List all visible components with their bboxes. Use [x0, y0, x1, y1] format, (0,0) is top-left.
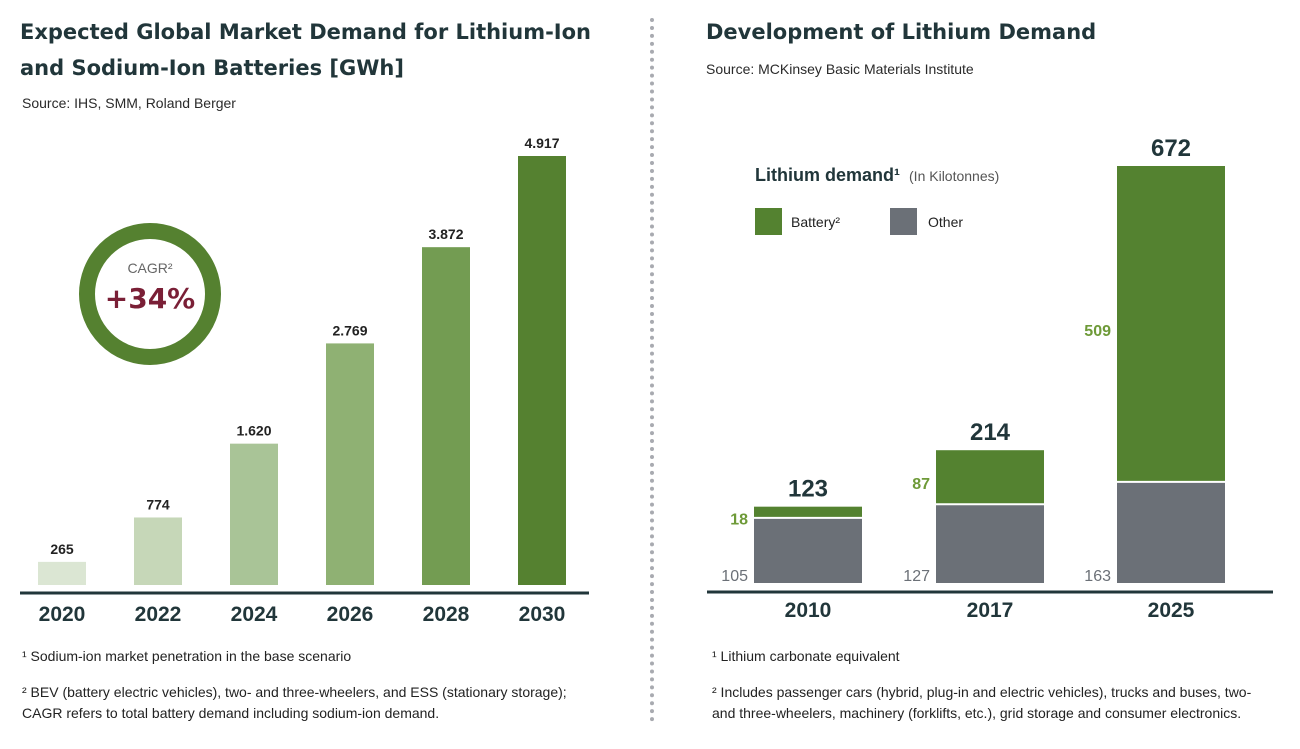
bar-value-label-2022: 774 [146, 496, 170, 512]
bar-value-label-2028: 3.872 [428, 226, 463, 242]
x-tick-2026: 2026 [327, 603, 374, 626]
x-tick-2030: 2030 [519, 603, 566, 626]
x-tick-2020: 2020 [39, 603, 86, 626]
svg-text:Lithium demand¹ (In Kilo: Lithium demand¹ (In Kilotonnes) [755, 165, 999, 185]
x-tick-2025: 2025 [1148, 599, 1195, 622]
bar-2022 [134, 517, 182, 585]
bar-2028 [422, 247, 470, 585]
bar-battery-2017 [936, 450, 1044, 505]
other-value-label-2017: 127 [903, 568, 930, 585]
legend-label-other: Other [928, 214, 963, 230]
bar-other-2025 [1117, 481, 1225, 583]
x-tick-2024: 2024 [231, 603, 278, 626]
x-tick-2010: 2010 [785, 599, 832, 622]
cagr-value: +34% [105, 282, 195, 315]
bar-value-label-2020: 265 [50, 541, 74, 557]
x-tick-2022: 2022 [135, 603, 182, 626]
legend-swatch-battery [755, 208, 782, 235]
right-footnote-2: ² Includes passenger cars (hybrid, plug-… [712, 684, 1252, 721]
other-value-label-2010: 105 [721, 568, 748, 585]
bar-value-label-2024: 1.620 [236, 423, 271, 439]
right-chart-title: Development of Lithium Demand [706, 20, 1097, 44]
bar-battery-2025 [1117, 166, 1225, 482]
bar-2020 [38, 561, 86, 585]
total-label-2025: 672 [1151, 135, 1191, 162]
right-stacked-chart: Lithium demand¹ (In Kilotonnes) Battery²… [707, 135, 1273, 622]
x-tick-2017: 2017 [967, 599, 1014, 622]
bar-value-label-2030: 4.917 [524, 135, 559, 151]
right-legend: Lithium demand¹ (In Kilotonnes) Battery²… [755, 165, 999, 235]
right-tick-labels: 2010 2017 2025 [785, 599, 1195, 622]
cagr-ring [79, 223, 221, 365]
other-value-label-2025: 163 [1084, 568, 1111, 585]
right-chart-source: Source: MCKinsey Basic Materials Institu… [706, 61, 974, 77]
left-chart-source: Source: IHS, SMM, Roland Berger [22, 95, 236, 111]
left-chart-title: Expected Global Market Demand for Lithiu… [20, 20, 591, 80]
total-label-2010: 123 [788, 476, 828, 503]
legend-title: Lithium demand¹ [755, 165, 900, 185]
battery-value-label-2010: 18 [730, 511, 748, 528]
right-footnote-1: ¹ Lithium carbonate equivalent [712, 648, 900, 664]
left-tick-labels: 2020 2022 2024 2026 2028 2030 [39, 603, 566, 626]
right-bars-group: 105 18 123 127 87 214 163 509 672 [721, 135, 1225, 585]
bar-value-label-2026: 2.769 [332, 322, 367, 338]
legend-unit: (In Kilotonnes) [909, 168, 999, 184]
bar-other-2017 [936, 504, 1044, 583]
total-label-2017: 214 [970, 419, 1011, 446]
panel-divider [650, 18, 654, 722]
battery-value-label-2025: 509 [1084, 323, 1111, 340]
left-footnote-1: ¹ Sodium-ion market penetration in the b… [22, 648, 352, 664]
x-tick-2028: 2028 [423, 603, 470, 626]
left-bars-group: 265 774 1.620 2.769 3.872 4.917 [38, 135, 566, 585]
bar-2030 [518, 156, 566, 585]
battery-value-label-2017: 87 [912, 476, 930, 493]
bar-other-2010 [754, 517, 862, 583]
left-footnote-2: ² BEV (battery electric vehicles), two- … [22, 684, 567, 721]
cagr-label: CAGR² [127, 260, 172, 276]
legend-label-battery: Battery² [791, 214, 840, 230]
bar-2026 [326, 343, 374, 585]
legend-swatch-other [890, 208, 917, 235]
cagr-badge: CAGR² +34% [79, 223, 221, 365]
bar-2024 [230, 443, 278, 585]
bar-battery-2010 [754, 506, 862, 518]
